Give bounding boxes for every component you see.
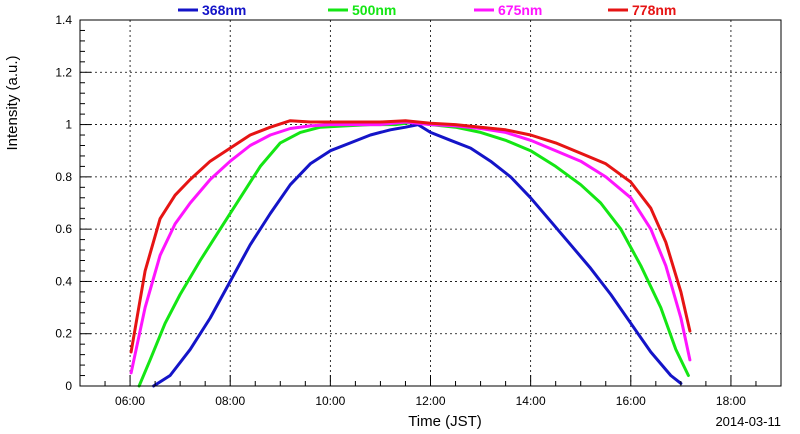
x-tick-label: 14:00 [516,394,546,408]
y-tick-label: 0 [65,379,72,393]
x-axis-title: Time (JST) [408,413,482,430]
y-tick-label: 1.4 [55,13,72,27]
y-tick-label: 0.8 [55,170,72,184]
y-axis-title: Intensity (a.u.) [4,55,21,150]
y-tick-label: 1 [65,118,72,132]
series-line-500nm [137,120,690,388]
y-tick-label: 0.6 [55,222,72,236]
grid [80,20,781,386]
legend-label: 368nm [202,2,246,18]
x-tick-label: 16:00 [616,394,646,408]
x-tick-label: 12:00 [415,394,445,408]
legend-label: 778nm [632,2,676,18]
series-line-778nm [129,119,692,354]
x-tick-label: 06:00 [115,394,145,408]
legend: 368nm 500nm 675nm 778nm [178,2,676,18]
x-tick-label: 10:00 [315,394,345,408]
tick-labels: 06:00 08:00 10:00 12:00 14:00 16:00 18:00 0 0.2 0… [55,13,746,408]
legend-label: 500nm [352,2,396,18]
date-label: 2014-03-11 [715,414,781,429]
series-line-368nm [152,123,683,388]
x-tick-label: 08:00 [215,394,245,408]
y-tick-label: 0.2 [55,327,72,341]
y-tick-label: 1.2 [55,65,72,79]
series-layer [129,119,692,388]
axis-ticks [79,19,782,387]
legend-label: 675nm [498,2,542,18]
x-tick-label: 18:00 [716,394,746,408]
series-line-675nm [129,120,692,375]
y-tick-label: 0.4 [55,274,72,288]
